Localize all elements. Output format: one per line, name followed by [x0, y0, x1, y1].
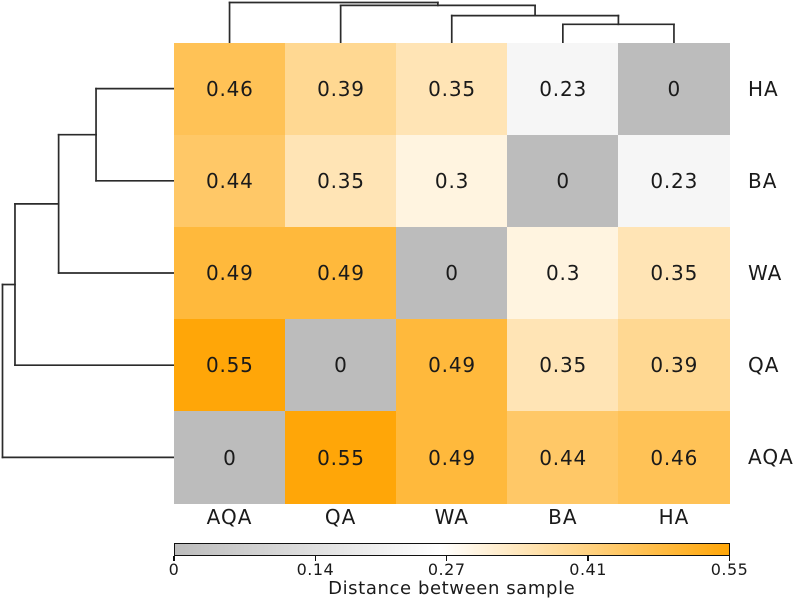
- heatmap-cell: 0.49: [396, 319, 508, 412]
- heatmap-cell: 0.3: [507, 226, 619, 320]
- colorbar-gradient: [174, 542, 730, 556]
- colorbar-tick-label: 0: [168, 560, 180, 579]
- row-label: WA: [748, 261, 783, 285]
- heatmap-cell: 0: [285, 319, 397, 412]
- colorbar-tick-label: 0.14: [296, 560, 335, 579]
- column-label: AQA: [206, 505, 253, 529]
- heatmap-cell: 0.46: [618, 411, 731, 505]
- colorbar-tick: [314, 556, 317, 561]
- heatmap-cell: 0: [618, 42, 731, 136]
- heatmap-cell: 0.35: [618, 226, 731, 320]
- heatmap-cell: 0.44: [507, 411, 619, 505]
- row-label: QA: [748, 353, 780, 378]
- heatmap-cell: 0.39: [285, 42, 397, 136]
- heatmap-cell: 0.49: [396, 411, 508, 505]
- heatmap-cell: 0.55: [174, 319, 286, 412]
- row-label: BA: [748, 168, 778, 193]
- heatmap-cell: 0.55: [285, 411, 397, 505]
- column-label: QA: [324, 505, 357, 529]
- colorbar-label: Distance between sample: [328, 578, 576, 599]
- heatmap-cell: 0: [174, 411, 286, 505]
- colorbar-tick-label: 0.27: [427, 560, 466, 579]
- heatmap-cell: 0.3: [396, 134, 508, 228]
- heatmap-cell: 0.44: [174, 134, 286, 228]
- colorbar-tick: [728, 556, 731, 561]
- heatmap-cell: 0.35: [285, 134, 397, 228]
- heatmap-cell: 0.46: [174, 42, 286, 136]
- colorbar-tick: [587, 556, 589, 561]
- heatmap-cell: 0.49: [174, 226, 286, 320]
- colorbar-tick-label: 0.55: [710, 560, 749, 579]
- colorbar-tick-label: 0.41: [569, 560, 607, 579]
- colorbar-tick: [173, 556, 175, 561]
- heatmap-cell: 0: [396, 226, 508, 320]
- heatmap-cell: 0.35: [396, 42, 508, 136]
- heatmap-cell: 0.23: [507, 42, 619, 136]
- colorbar-tick: [445, 556, 448, 561]
- row-label: AQA: [748, 445, 794, 470]
- column-label: WA: [434, 505, 469, 529]
- column-label: HA: [658, 505, 690, 529]
- heatmap-cell: 0: [507, 134, 619, 228]
- column-label: BA: [548, 505, 578, 529]
- row-label: HA: [748, 76, 779, 101]
- heatmap-cell: 0.23: [618, 134, 731, 228]
- heatmap-cell: 0.49: [285, 226, 397, 320]
- heatmap-cell: 0.39: [618, 319, 731, 412]
- heatmap-cell: 0.35: [507, 319, 619, 412]
